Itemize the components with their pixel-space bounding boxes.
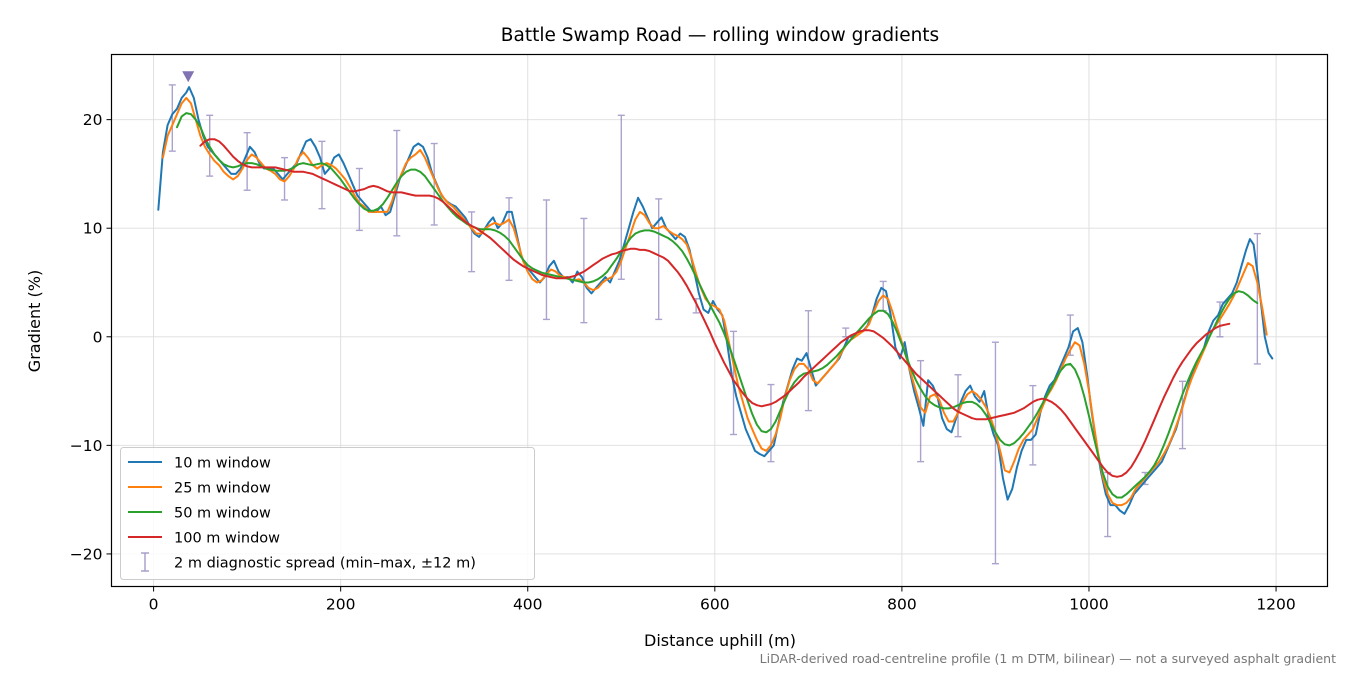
y-tick-label: 0 [93, 328, 103, 346]
series-line-4 [199, 138, 1231, 478]
y-tick-label: 20 [83, 111, 103, 129]
legend-label: 10 m window [174, 456, 271, 472]
error-bar [1253, 232, 1261, 365]
error-bar [1029, 384, 1037, 466]
error-bar [692, 298, 700, 314]
x-axis-label: Distance uphill (m) [644, 631, 796, 650]
y-axis-label: Gradient (%) [25, 270, 44, 372]
series-layer [157, 71, 1274, 565]
legend: 10 m window 25 m window 50 m window 100 m w… [120, 447, 535, 580]
x-tick-label: 400 [513, 596, 543, 614]
error-bar [655, 198, 663, 321]
error-bar [168, 84, 176, 152]
series-line-3 [176, 112, 1259, 499]
error-bar [991, 341, 999, 565]
error-bar [430, 142, 438, 226]
x-tick-label: 1000 [1069, 596, 1108, 614]
legend-box [120, 447, 535, 580]
error-bar [842, 327, 850, 338]
error-bar [355, 167, 363, 232]
footnote: LiDAR-derived road-centreline profile (1… [759, 651, 1336, 666]
x-tick-label: 600 [700, 596, 730, 614]
error-bar [318, 140, 326, 210]
chart-title: Battle Swamp Road — rolling window gradi… [501, 25, 939, 46]
legend-swatch [141, 552, 149, 572]
axis-ticks: 0 200 400 600 800 1000 1200 −20 −10 0 10 20 [70, 111, 1296, 613]
error-bar [281, 156, 289, 201]
x-tick-label: 800 [887, 596, 917, 614]
series-line-2 [161, 96, 1268, 507]
legend-label: 100 m window [174, 531, 280, 547]
x-tick-label: 1200 [1256, 596, 1295, 614]
legend-label: 2 m diagnostic spread (min–max, ±12 m) [174, 556, 476, 572]
plot-frame [110, 53, 1329, 588]
error-bar [468, 211, 476, 273]
legend-label: 50 m window [174, 506, 271, 522]
y-tick-label: 10 [83, 220, 103, 238]
x-tick-label: 200 [326, 596, 356, 614]
x-tick-label: 0 [149, 596, 159, 614]
grid [111, 54, 1328, 587]
peak-marker [182, 71, 195, 83]
y-tick-label: −10 [70, 437, 103, 455]
error-bar [542, 199, 550, 321]
legend-label: 25 m window [174, 481, 271, 497]
y-tick-label: −20 [70, 545, 103, 563]
